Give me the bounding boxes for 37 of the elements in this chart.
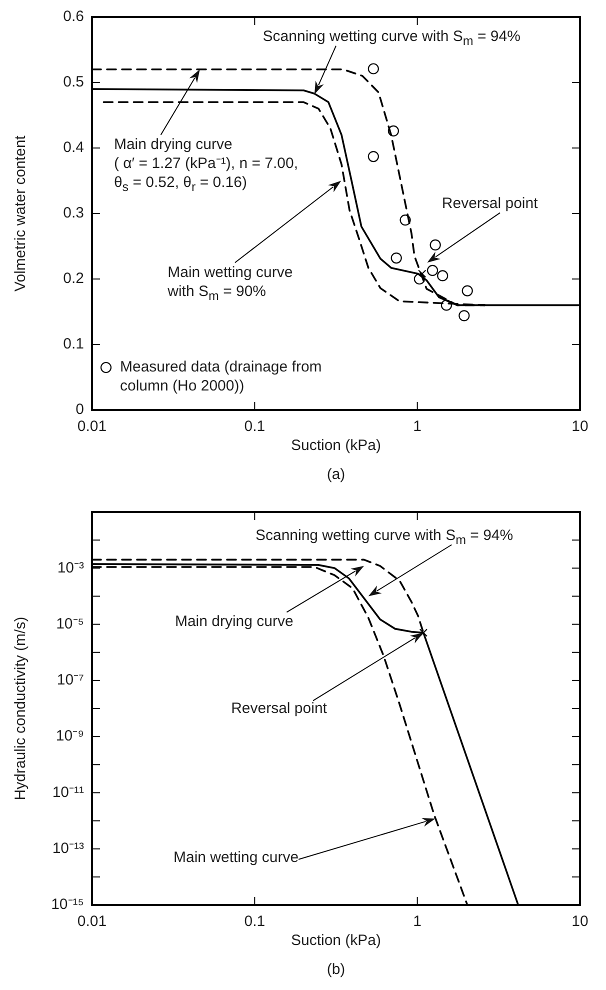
annotation: Scanning wetting curve with S$_{m}$ = 94%: [262, 26, 520, 50]
y-tick-label: 10⁻¹³: [52, 840, 84, 857]
y-tick-label: 0.6: [63, 8, 84, 26]
x-tick-label: 10: [572, 418, 588, 436]
y-tick-label: 10⁻³: [57, 559, 84, 576]
x-tick-label: 1: [413, 913, 422, 930]
annotation: Main wetting curve with S$_{m}$ = 90%: [168, 262, 293, 305]
annotation: Main wetting curve: [173, 848, 299, 867]
y-tick-label: 0.1: [63, 336, 84, 353]
legend-label: Measured data (drainage from column (Ho 2000)): [120, 358, 322, 395]
y-tick-label: 10⁻¹⁵: [51, 896, 84, 914]
y-tick-label: 0.5: [63, 74, 84, 91]
y-tick-label: 10⁻⁷: [56, 672, 84, 689]
x-tick-label: 0.01: [77, 418, 107, 436]
y-tick-label: 0.2: [63, 270, 84, 288]
y-tick-label: 10⁻⁵: [56, 615, 84, 632]
x-axis-title: Suction (kPa): [290, 437, 382, 454]
x-tick-label: 0.1: [244, 418, 266, 436]
y-tick-label: 0.4: [63, 139, 84, 156]
y-tick-label: 10⁻⁹: [56, 728, 84, 745]
y-axis-title: Volmetric water content: [12, 134, 30, 292]
annotation: Scanning wetting curve with S$_{m}$ = 94%: [255, 526, 514, 549]
text: (b): [326, 960, 346, 979]
y-tick-label: 0: [76, 401, 84, 418]
y-tick-label: 10⁻¹¹: [52, 784, 84, 801]
annotation: Main drying curve ( α′ = 1.27 (kPa⁻¹), n = 7.00, θ$_{s}$ = 0.52, θ$_{r}$ = 0.16): [114, 134, 298, 196]
y-axis-title: Hydraulic conductivity (m/s): [12, 616, 30, 800]
x-axis-title: Suction (kPa): [290, 932, 382, 950]
x-tick-label: 1: [413, 418, 422, 436]
x-tick-label: 0.01: [77, 913, 107, 930]
x-tick-label: 10: [572, 913, 588, 930]
annotation: Reversal point: [231, 698, 327, 718]
y-tick-label: 0.3: [63, 204, 84, 222]
x-tick-label: 0.1: [244, 913, 266, 930]
text: (a): [326, 465, 346, 484]
annotation: Reversal point: [442, 194, 538, 213]
annotation: Main drying curve: [174, 612, 294, 632]
